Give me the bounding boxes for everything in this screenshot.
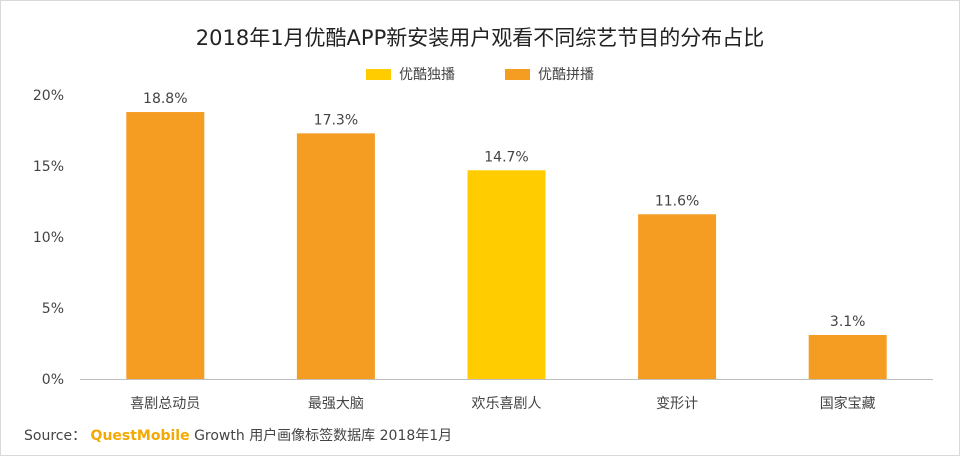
source-prefix: Source： (24, 428, 87, 444)
y-tick-label: 10% (33, 230, 64, 246)
legend-swatch-exclusive (366, 68, 391, 80)
data-label: 11.6% (655, 193, 699, 209)
chart-title: 2018年1月优酷APP新安装用户观看不同综艺节目的分布占比 (195, 26, 765, 50)
bar (638, 214, 717, 379)
legend-label-exclusive: 优酷独播 (399, 67, 455, 83)
source-brand: QuestMobile (90, 428, 190, 444)
y-tick-label: 5% (42, 301, 64, 317)
y-tick-label: 15% (33, 159, 64, 175)
chart-legend: 优酷独播 优酷拼播 (0, 64, 960, 84)
y-tick-label: 20% (33, 88, 64, 104)
legend-label-joint: 优酷拼播 (538, 67, 594, 83)
source-suffix: Growth 用户画像标签数据库 2018年1月 (194, 428, 453, 444)
data-label: 14.7% (484, 149, 528, 165)
legend-item-joint: 优酷拼播 (505, 64, 594, 84)
x-tick-label: 国家宝藏 (820, 395, 876, 412)
data-label: 18.8% (143, 91, 187, 107)
data-label: 17.3% (314, 112, 358, 128)
x-tick-label: 喜剧总动员 (130, 396, 200, 412)
data-label: 3.1% (830, 314, 866, 330)
bar (808, 334, 887, 379)
bar (467, 170, 546, 379)
bar (126, 112, 205, 379)
legend-item-exclusive: 优酷独播 (366, 64, 455, 84)
x-tick-label: 最强大脑 (308, 396, 364, 412)
legend-swatch-joint (505, 68, 530, 80)
x-tick-label: 变形计 (656, 396, 698, 412)
bar (296, 133, 375, 379)
x-tick-label: 欢乐喜剧人 (472, 396, 542, 412)
y-tick-label: 0% (42, 372, 64, 388)
source-note: Source： QuestMobile Growth 用户画像标签数据库 201… (24, 425, 452, 445)
